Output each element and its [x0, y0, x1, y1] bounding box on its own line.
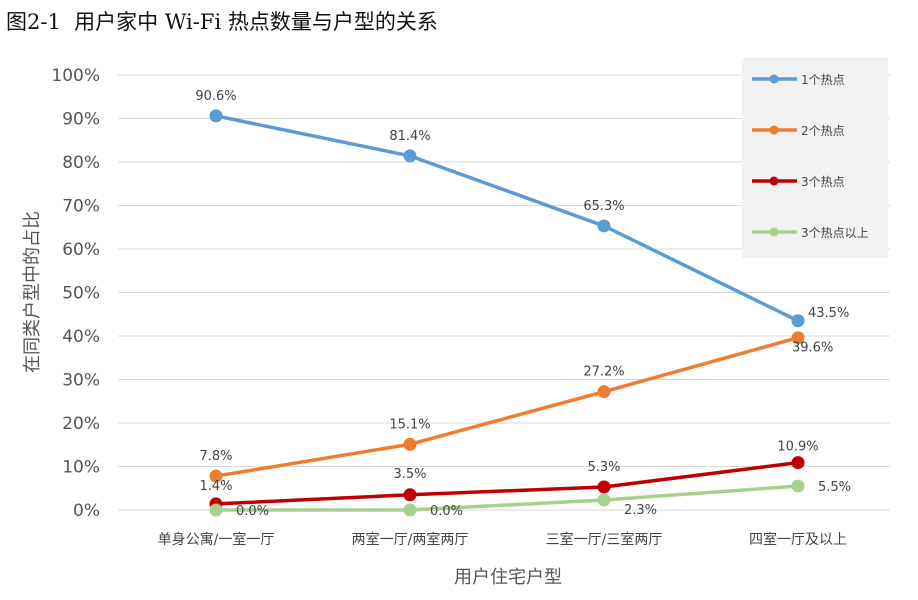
data-point [597, 493, 611, 507]
x-tick-label: 四室一厅及以上 [749, 531, 847, 548]
data-label: 0.0% [430, 504, 463, 519]
y-tick-label: 20% [62, 414, 100, 434]
data-point [791, 479, 805, 493]
y-axis-label: 在同类户型中的占比 [22, 211, 43, 373]
series-line [215, 114, 799, 323]
data-point [403, 149, 417, 163]
x-tick-label: 两室一厅/两室两厅 [352, 531, 469, 548]
data-point [403, 503, 417, 517]
chart-title: 图2-1 用户家中 Wi-Fi 热点数量与户型的关系 [6, 10, 438, 34]
data-point [597, 480, 611, 494]
y-tick-label: 90% [62, 110, 100, 130]
data-label: 5.3% [587, 460, 620, 475]
data-point [403, 437, 417, 451]
legend-box [742, 58, 888, 258]
legend-label: 3个热点 [801, 175, 845, 189]
data-point [791, 314, 805, 328]
x-tick-label: 三室一厅/三室两厅 [546, 531, 663, 548]
y-tick-label: 50% [62, 284, 100, 304]
data-point [597, 385, 611, 399]
data-point [597, 219, 611, 233]
legend-marker [769, 125, 779, 135]
legend-label: 2个热点 [801, 124, 845, 138]
legend-marker [769, 74, 779, 84]
series-line [215, 460, 799, 506]
data-label: 65.3% [583, 199, 624, 214]
x-tick-label: 单身公寓/一室一厅 [158, 531, 275, 548]
y-tick-label: 100% [51, 66, 100, 86]
data-point [791, 331, 805, 345]
y-tick-label: 10% [62, 458, 100, 478]
data-label: 90.6% [195, 89, 236, 104]
legend-label: 1个热点 [801, 73, 845, 87]
data-label: 3.5% [393, 467, 426, 482]
data-label: 7.8% [199, 449, 232, 464]
data-label: 10.9% [777, 440, 818, 455]
series-line [215, 336, 799, 478]
data-label: 39.6% [792, 341, 833, 356]
data-label: 27.2% [583, 365, 624, 380]
data-label: 1.4% [199, 479, 232, 494]
data-label: 5.5% [818, 480, 851, 495]
data-label: 43.5% [808, 306, 849, 321]
y-tick-label: 80% [62, 153, 100, 173]
data-point [403, 488, 417, 502]
data-label: 2.3% [624, 503, 657, 518]
data-point [209, 109, 223, 123]
y-tick-label: 0% [73, 501, 100, 521]
y-tick-label: 60% [62, 240, 100, 260]
data-label: 81.4% [389, 129, 430, 144]
legend-marker [769, 227, 779, 237]
series-line [216, 484, 799, 512]
y-tick-label: 70% [62, 197, 100, 217]
x-axis-label: 用户住宅户型 [454, 567, 562, 588]
data-point [791, 456, 805, 470]
y-tick-label: 30% [62, 371, 100, 391]
legend-marker [769, 176, 779, 186]
y-tick-label: 40% [62, 327, 100, 347]
data-point [209, 503, 223, 517]
data-label: 15.1% [389, 417, 430, 432]
data-label: 0.0% [236, 504, 269, 519]
data-point [209, 469, 223, 483]
legend-label: 3个热点以上 [801, 226, 869, 240]
